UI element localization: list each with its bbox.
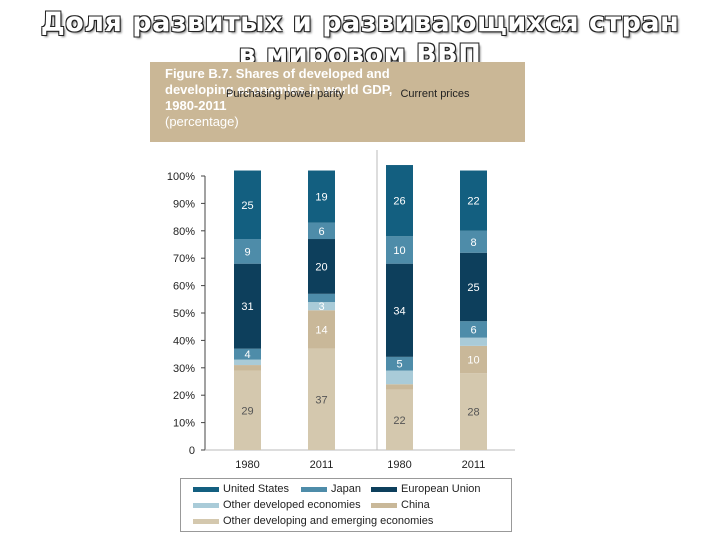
group-label-current: Current prices — [400, 88, 470, 100]
y-tick-label: 30% — [173, 363, 195, 375]
y-tick-label: 60% — [173, 281, 195, 293]
legend-item-united-states: United States — [193, 483, 289, 495]
data-label: 28 — [467, 407, 479, 419]
bar-segment — [460, 170, 487, 231]
y-tick-label: 50% — [173, 308, 195, 320]
bar-segment — [234, 263, 261, 349]
legend-item-european-union: European Union — [371, 483, 481, 495]
data-label: 25 — [241, 200, 253, 212]
data-label: 37 — [315, 394, 327, 406]
bar-segment — [234, 348, 261, 360]
bar-segment — [234, 365, 261, 371]
bar-segment — [234, 370, 261, 450]
y-tick-label: 40% — [173, 335, 195, 347]
data-label: 10 — [393, 245, 405, 257]
data-label: 6 — [318, 226, 324, 238]
data-label: 26 — [393, 196, 405, 208]
y-tick-label: 70% — [173, 253, 195, 265]
bar-segment — [386, 389, 413, 450]
bar-segment — [386, 236, 413, 264]
data-label: 20 — [315, 261, 327, 273]
bar-segment — [308, 170, 335, 223]
bar-segment — [234, 359, 261, 366]
y-tick-label: 10% — [173, 418, 195, 430]
bar-segment — [308, 310, 335, 349]
data-label: 34 — [393, 305, 405, 317]
x-tick-label: 1980 — [387, 459, 411, 471]
stacked-bar-chart: 010%20%30%40%50%60%70%80%90%100%29431925… — [167, 150, 515, 471]
group-label-ppp: Purchasing power parity — [225, 88, 344, 100]
bar-segment — [308, 222, 335, 240]
legend-label: Other developing and emerging economies — [223, 515, 434, 527]
bar-segment — [386, 165, 413, 237]
legend-swatch — [371, 502, 397, 508]
data-label: 22 — [393, 415, 405, 427]
bar-segment — [386, 356, 413, 371]
legend-swatch — [301, 486, 327, 492]
legend-swatch — [193, 502, 219, 508]
legend-item-other-developing: Other developing and emerging economies — [193, 515, 433, 527]
legend-label: China — [401, 499, 430, 511]
data-label: 29 — [241, 405, 253, 417]
bar-segment — [308, 293, 335, 303]
data-label: 3 — [318, 301, 324, 313]
legend-item-china: China — [371, 499, 430, 511]
data-label: 10 — [467, 355, 479, 367]
legend-label: Other developed economies — [223, 499, 361, 511]
x-tick-label: 1980 — [235, 459, 259, 471]
legend-item-japan: Japan — [301, 483, 361, 495]
data-label: 25 — [467, 282, 479, 294]
figure-header: Figure B.7. Shares of developed and deve… — [150, 62, 525, 142]
bar-segment — [308, 348, 335, 450]
data-label: 8 — [470, 237, 476, 249]
legend-label: European Union — [401, 483, 481, 495]
legend-swatch — [193, 518, 219, 524]
legend-swatch — [193, 486, 219, 492]
bar-segment — [460, 337, 487, 346]
bar-segment — [386, 370, 413, 385]
bar-segment — [460, 321, 487, 338]
y-tick-label: 80% — [173, 226, 195, 238]
y-tick-label: 100% — [167, 171, 195, 183]
bar-segment — [460, 252, 487, 322]
bar-segment — [234, 239, 261, 264]
legend-swatch — [371, 486, 397, 492]
data-label: 4 — [244, 349, 250, 361]
bar-segment — [460, 230, 487, 253]
data-label: 6 — [470, 324, 476, 336]
bar-segment — [460, 345, 487, 374]
caption-line-1: Figure B.7. Shares of developed and — [165, 66, 390, 81]
bar-segment — [460, 373, 487, 450]
y-tick-label: 0 — [189, 445, 195, 457]
bar-segment — [308, 302, 335, 311]
data-label: 14 — [315, 324, 327, 336]
data-label: 19 — [315, 192, 327, 204]
caption-line-3: 1980-2011 — [165, 98, 227, 113]
data-label: 22 — [467, 196, 479, 208]
y-tick-label: 90% — [173, 198, 195, 210]
bar-segment — [308, 239, 335, 294]
x-tick-label: 2011 — [462, 459, 486, 471]
x-tick-label: 2011 — [310, 459, 334, 471]
legend-label: United States — [223, 483, 290, 495]
bar-segment — [234, 170, 261, 240]
caption-line-2: developing economies in world GDP, — [165, 82, 393, 97]
caption-line-4: (percentage) — [165, 114, 239, 129]
y-tick-label: 20% — [173, 390, 195, 402]
legend-item-other-developed: Other developed economies — [193, 499, 361, 511]
chart-legend: United States Japan European Union Other… — [180, 478, 512, 532]
data-label: 5 — [396, 359, 402, 371]
data-label: 9 — [244, 246, 250, 258]
data-label: 31 — [241, 301, 253, 313]
legend-label: Japan — [331, 483, 361, 495]
slide-title-line1: Доля развитых и развивающихся стран — [40, 7, 680, 38]
bar-segment — [386, 263, 413, 357]
figure-caption: Figure B.7. Shares of developed and deve… — [165, 66, 515, 130]
bar-segment — [386, 384, 413, 390]
